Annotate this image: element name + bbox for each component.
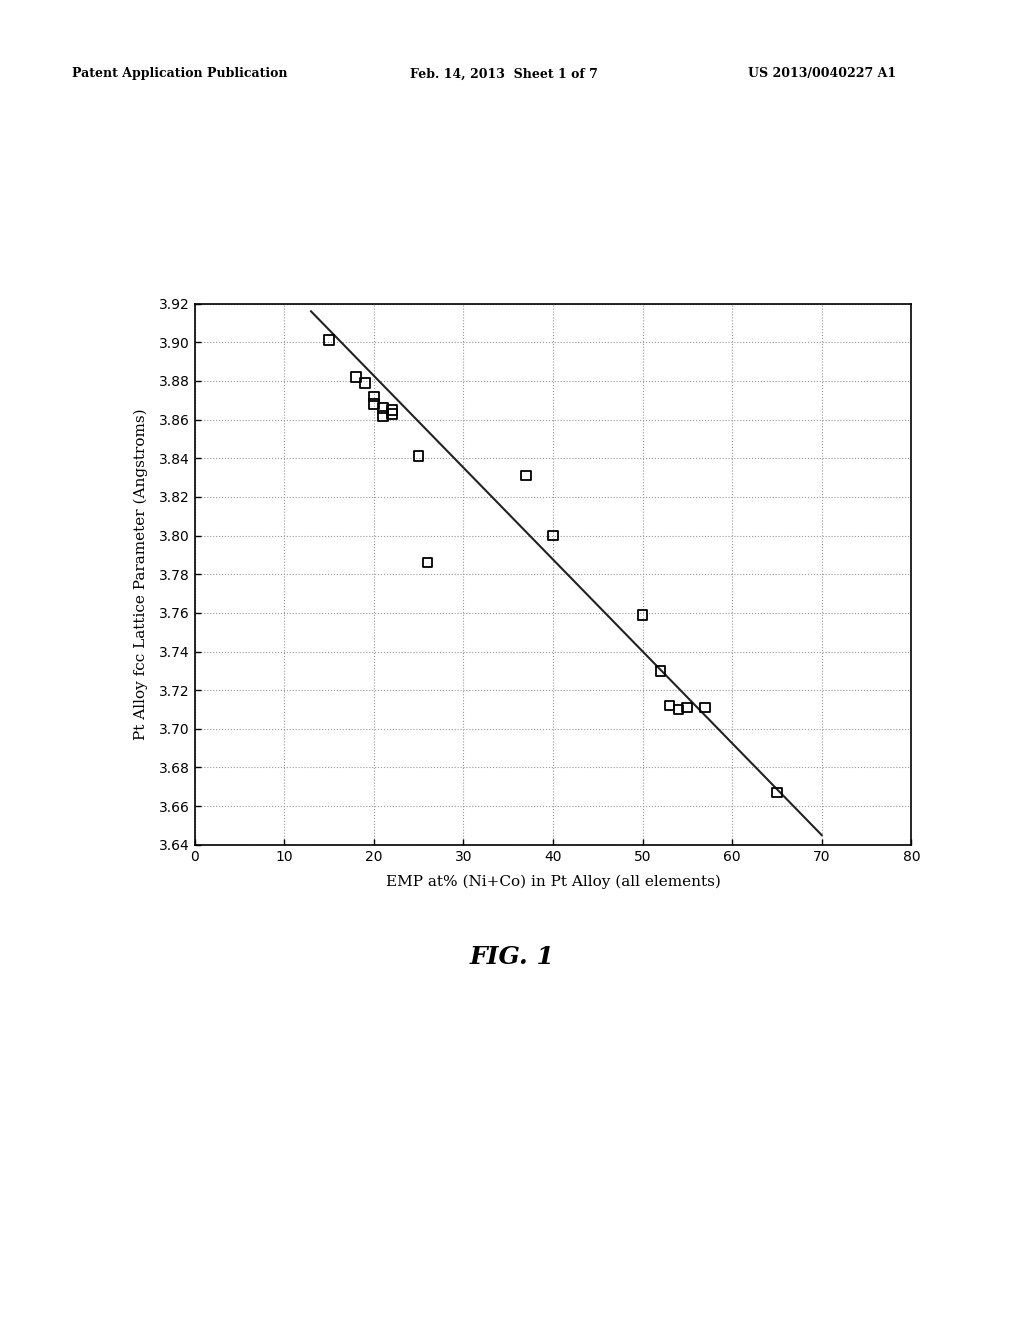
- Text: Feb. 14, 2013  Sheet 1 of 7: Feb. 14, 2013 Sheet 1 of 7: [410, 67, 597, 81]
- Point: [697, 697, 714, 718]
- Point: [375, 397, 391, 418]
- Point: [383, 400, 399, 421]
- Point: [375, 405, 391, 426]
- Point: [420, 552, 436, 573]
- Point: [321, 330, 337, 351]
- Point: [679, 697, 695, 718]
- Text: Patent Application Publication: Patent Application Publication: [72, 67, 287, 81]
- Point: [383, 403, 399, 424]
- Text: US 2013/0040227 A1: US 2013/0040227 A1: [748, 67, 896, 81]
- Point: [356, 372, 373, 393]
- Point: [518, 465, 535, 486]
- Point: [366, 385, 382, 407]
- Point: [366, 393, 382, 414]
- Y-axis label: Pt Alloy fcc Lattice Parameter (Angstroms): Pt Alloy fcc Lattice Parameter (Angstrom…: [133, 408, 147, 741]
- Point: [662, 696, 678, 717]
- Point: [347, 367, 365, 388]
- Point: [411, 446, 427, 467]
- Point: [634, 605, 651, 626]
- Text: FIG. 1: FIG. 1: [470, 945, 554, 969]
- Point: [769, 781, 785, 803]
- X-axis label: EMP at% (Ni+Co) in Pt Alloy (all elements): EMP at% (Ni+Co) in Pt Alloy (all element…: [385, 875, 721, 890]
- Point: [670, 700, 686, 721]
- Point: [652, 660, 669, 681]
- Point: [545, 525, 561, 546]
